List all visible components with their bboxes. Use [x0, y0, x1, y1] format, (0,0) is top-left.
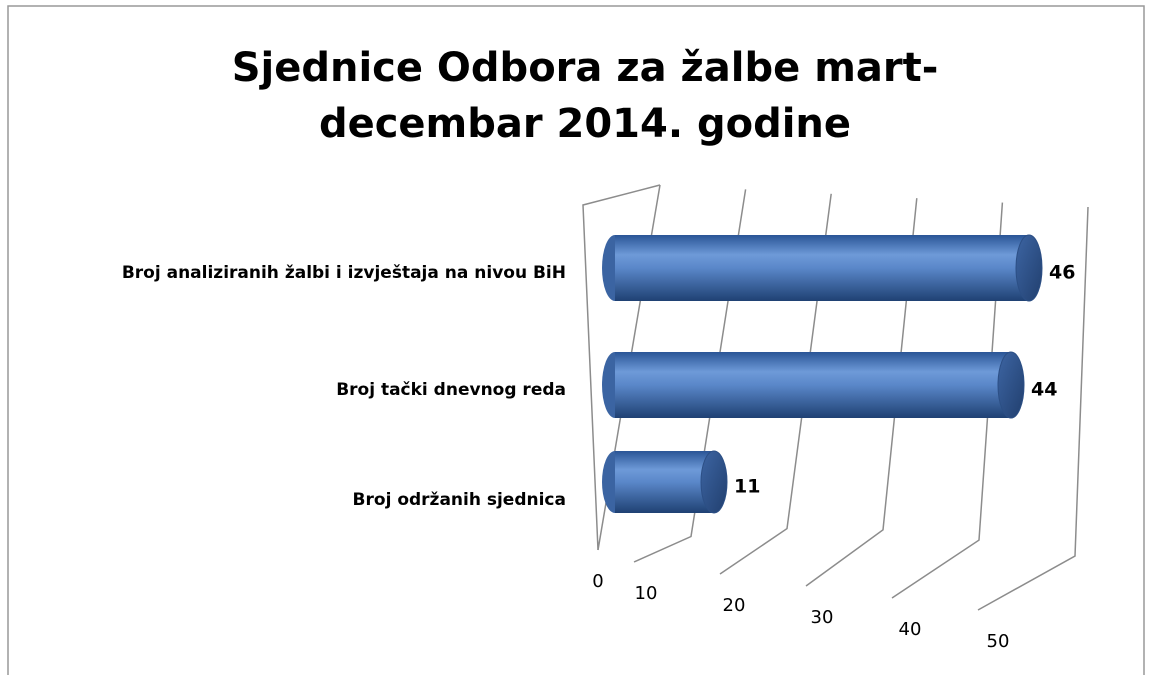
bar-end-cap: [997, 351, 1025, 419]
grid-line: [891, 202, 1004, 599]
frame: [7, 5, 1145, 675]
x-tick-label: 20: [723, 595, 746, 616]
grid-line: [977, 206, 1089, 611]
side-wall: [582, 184, 661, 551]
bar: [615, 352, 1011, 418]
grid-line: [633, 189, 747, 563]
value-label: 44: [1031, 379, 1057, 401]
category-label: Broj održanih sjednica: [353, 490, 566, 510]
value-label: 11: [734, 476, 760, 498]
category-label: Broj analiziranih žalbi i izvještaja na …: [122, 263, 566, 283]
value-label: 46: [1049, 262, 1075, 284]
grid-line: [719, 193, 832, 575]
bar: [615, 235, 1029, 301]
x-tick-label: 40: [899, 619, 922, 640]
x-tick-label: 10: [635, 583, 658, 604]
bar-end-cap: [1015, 234, 1043, 302]
x-tick-label: 50: [987, 631, 1010, 652]
chart-title: Sjednice Odbora za žalbe mart-decembar 2…: [231, 45, 939, 147]
category-label: Broj tački dnevnog reda: [336, 380, 566, 400]
x-tick-label: 30: [811, 607, 834, 628]
bar-end-cap: [700, 450, 728, 514]
bar: [615, 451, 714, 513]
grid-line: [805, 198, 918, 587]
x-tick-label: 0: [592, 571, 603, 592]
